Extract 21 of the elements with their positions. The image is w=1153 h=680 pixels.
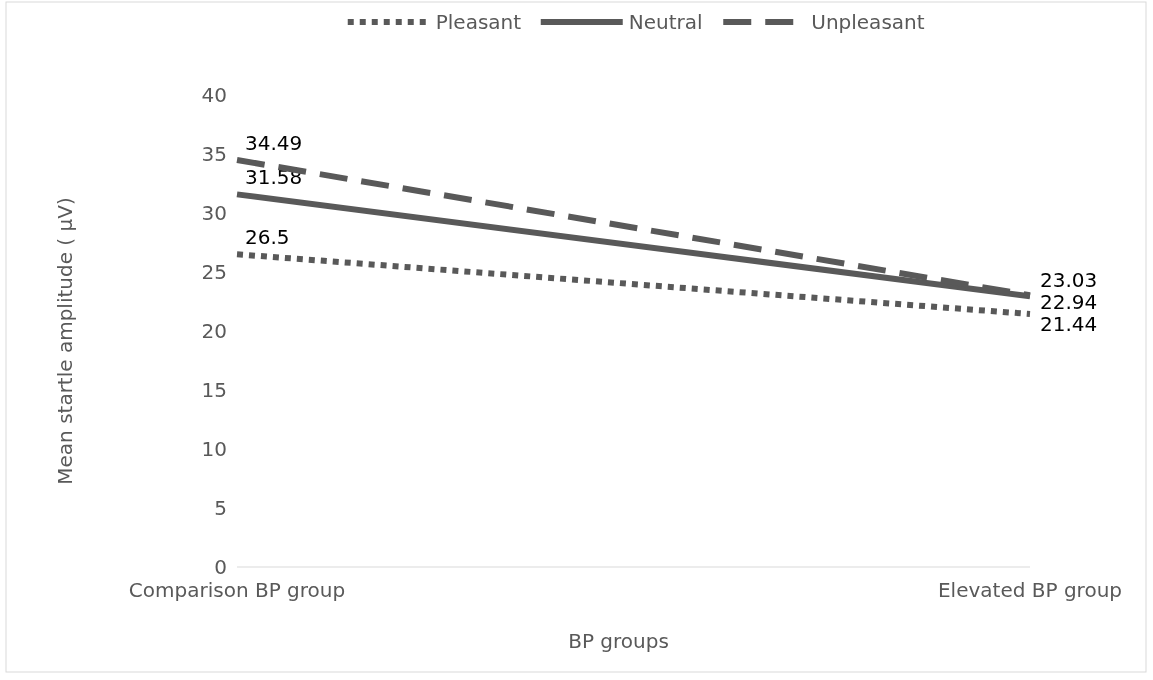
y-tick-label: 20 <box>201 319 227 343</box>
legend-label: Pleasant <box>435 10 522 34</box>
data-label: 34.49 <box>245 131 303 156</box>
y-tick-label: 30 <box>201 201 227 225</box>
data-label: 21.44 <box>1040 311 1098 336</box>
data-label: 26.5 <box>245 225 290 250</box>
data-label: 23.03 <box>1040 267 1098 292</box>
y-tick-label: 40 <box>201 83 227 107</box>
legend-label: Unpleasant <box>811 10 925 34</box>
y-axis-title: Mean startle amplitude ( µV) <box>53 197 77 485</box>
y-tick-label: 35 <box>201 142 227 166</box>
y-tick-label: 15 <box>201 378 227 402</box>
y-tick-label: 10 <box>201 437 227 461</box>
y-tick-label: 5 <box>214 496 227 520</box>
data-label: 22.94 <box>1040 289 1098 314</box>
x-tick-label: Elevated BP group <box>937 578 1123 602</box>
y-tick-label: 25 <box>201 260 227 284</box>
legend-label: Neutral <box>628 10 703 34</box>
x-axis-title: BP groups <box>568 629 669 653</box>
y-tick-label: 0 <box>214 555 227 579</box>
x-tick-label: Comparison BP group <box>128 578 346 602</box>
